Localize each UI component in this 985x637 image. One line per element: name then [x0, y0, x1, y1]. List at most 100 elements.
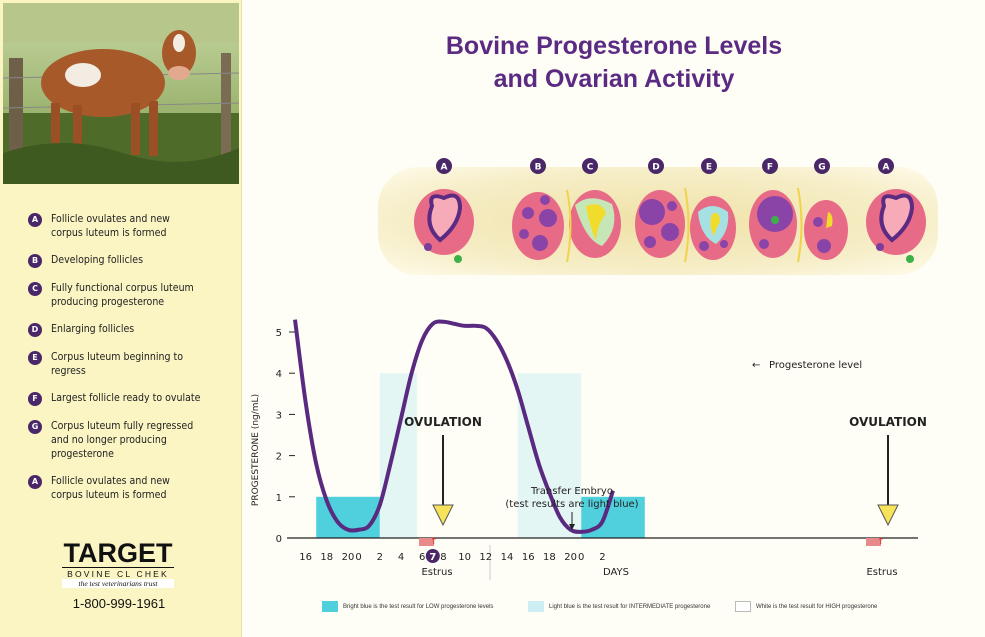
x-tick-label: 0 — [578, 552, 584, 563]
x-tick-label: 18 — [320, 552, 333, 563]
y-axis-label: PROGESTERONE (ng/mL) — [251, 394, 261, 506]
legend-low-text: Bright blue is the test result for LOW p… — [343, 603, 494, 610]
ovary-b-icon — [512, 192, 564, 260]
legend-badge: B — [28, 254, 42, 268]
legend-text: Corpus luteum fully regressed and no lon… — [51, 420, 194, 460]
legend-text: Follicle ovulates and new corpus luteum … — [51, 213, 170, 239]
title-line-2: and Ovarian Activity — [493, 65, 735, 93]
test-result-bands — [316, 373, 645, 538]
legend-item-c: C Fully functional corpus luteum producin… — [28, 281, 234, 309]
x-tick-label: 8 — [440, 552, 446, 563]
legend-badge: A — [28, 213, 42, 227]
ovary-letter-badge — [530, 158, 546, 174]
y-tick-label: 2 — [276, 452, 282, 463]
estrus-label: Estrus — [866, 567, 897, 578]
x-axis-ticks: 16 18 20 0 2 4 6 7 8 10 12 14 16 18 20 0 2 — [299, 549, 606, 563]
ovulation-label: OVULATION — [849, 415, 927, 429]
legend-intermediate-text: Light blue is the test result for INTERM… — [549, 603, 711, 610]
legend-text: Developing follicles — [51, 254, 144, 266]
sidebar: A Follicle ovulates and new corpus luteum… — [0, 0, 242, 637]
brand-name: TARGET — [63, 538, 173, 568]
x-tick-label: 10 — [458, 552, 471, 563]
ovary-letter: A — [441, 163, 448, 173]
estrus-label: Estrus — [421, 567, 452, 578]
progesterone-curve — [293, 319, 615, 534]
estrus-arrow-icon: ↑ — [430, 537, 438, 547]
x-tick-label: 18 — [543, 552, 556, 563]
brand-subtitle: BOVINE CL CHEK — [62, 567, 174, 579]
test-result-legend: Bright blue is the test result for LOW p… — [320, 601, 920, 615]
legend-high: White is the test result for HIGH proges… — [735, 601, 877, 612]
legend-text: Fully functional corpus luteum producing… — [51, 282, 194, 308]
light-blue-band-1 — [517, 373, 582, 538]
transfer-embryo-annotation: Transfer Embryo (test results are light … — [505, 486, 639, 530]
x-tick-label: 16 — [299, 552, 312, 563]
ovary-letter: A — [883, 163, 890, 173]
x-tick-label: 7 — [429, 552, 436, 563]
estrus-arrow-icon: ↑ — [877, 537, 885, 547]
legend-low: Bright blue is the test result for LOW p… — [322, 601, 493, 612]
y-tick-label: 5 — [276, 328, 282, 339]
legend-intermediate: Light blue is the test result for INTERM… — [528, 601, 710, 612]
legend-high-text: White is the test result for HIGH proges… — [756, 603, 878, 610]
ovary-letter: B — [535, 163, 542, 173]
legend-item-b: B Developing follicles — [28, 253, 234, 268]
legend-text: Corpus luteum beginning to regress — [51, 351, 183, 377]
legend-badge: E — [28, 351, 42, 365]
legend-item-a: A Follicle ovulates and new corpus luteum… — [28, 212, 234, 240]
cow-photo — [3, 3, 239, 184]
y-tick-label: 3 — [276, 410, 282, 421]
legend-badge: A — [28, 475, 42, 489]
light-blue-band-0 — [379, 373, 417, 538]
ovary-c-icon — [569, 190, 621, 258]
ovary-letter-badge — [701, 158, 717, 174]
page-title: Bovine Progesterone Levels and Ovarian A… — [340, 30, 888, 96]
legend-text: Enlarging follicles — [51, 323, 135, 335]
x-tick-label: 2 — [599, 552, 605, 563]
ovary-d-icon — [635, 190, 685, 258]
ovary-letter: E — [706, 163, 712, 173]
title-line-1: Bovine Progesterone Levels — [445, 32, 783, 60]
legend-badge: F — [28, 392, 42, 406]
ovary-g-icon — [804, 200, 848, 260]
legend-text: Largest follicle ready to ovulate — [51, 392, 201, 404]
brand-logo: TARGET BOVINE CL CHEK the test veterinar… — [62, 540, 174, 588]
ovary-illustrations — [414, 187, 926, 263]
x-tick-label: 14 — [501, 552, 514, 563]
progesterone-level-annotation: ← Progesterone level — [752, 360, 862, 371]
chart-axes — [287, 537, 918, 580]
y-tick-label: 0 — [276, 534, 282, 545]
swatch-white — [735, 601, 751, 612]
x-tick-label: 6 — [419, 552, 425, 563]
phone-number: 1-800-999-1961 — [72, 596, 166, 611]
ovary-letter-badge — [814, 158, 830, 174]
arrow-left-icon: ← — [752, 360, 760, 371]
ovary-letter: C — [587, 163, 594, 173]
legend-item-a2: A Follicle ovulates and new corpus luteum… — [28, 474, 234, 502]
legend-item-d: D Enlarging follicles — [28, 322, 234, 337]
ovary-letter: D — [652, 163, 659, 173]
ovary-letter-badge — [436, 158, 452, 174]
x-tick-label: 20 — [342, 552, 355, 563]
legend-text: Follicle ovulates and new corpus luteum … — [51, 475, 170, 501]
y-axis-ticks: 0 1 2 3 4 5 — [276, 328, 295, 545]
ovary-letter-badge — [582, 158, 598, 174]
legend-badge: D — [28, 323, 42, 337]
ovarian-stage-legend: A Follicle ovulates and new corpus luteum… — [28, 212, 234, 515]
x-tick-label: 4 — [398, 552, 404, 563]
ovary-letter-badge — [878, 158, 894, 174]
x-tick-label: 0 — [355, 552, 361, 563]
progesterone-level-label: Progesterone level — [769, 360, 862, 371]
swatch-light-blue — [528, 601, 544, 612]
transfer-label-2: (test results are light blue) — [505, 499, 638, 510]
y-tick-label: 4 — [276, 369, 282, 380]
brand-tagline: the test veterinarians trust — [62, 579, 174, 588]
ovulation-label: OVULATION — [404, 415, 482, 429]
ovary-e-icon — [690, 196, 736, 260]
swatch-bright-blue — [322, 601, 338, 612]
x-axis-label: DAYS — [603, 567, 629, 578]
y-tick-label: 1 — [276, 493, 282, 504]
legend-badge: C — [28, 282, 42, 296]
ovary-letter: F — [767, 163, 773, 173]
